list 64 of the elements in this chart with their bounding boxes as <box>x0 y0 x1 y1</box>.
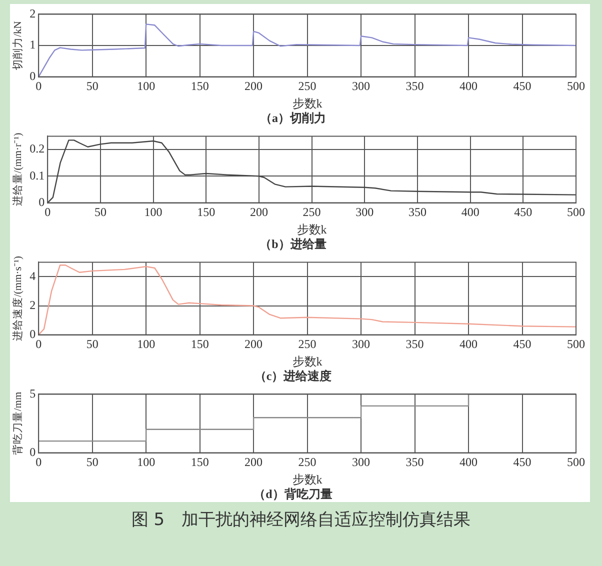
x-tick-label: 50 <box>86 79 98 94</box>
x-tick-label: 450 <box>513 337 532 352</box>
x-tick-label: 500 <box>567 79 585 94</box>
x-tick-label: 150 <box>190 79 209 94</box>
x-tick-label: 450 <box>514 205 532 220</box>
x-tick-label: 400 <box>460 337 478 352</box>
text: （b）进给量 <box>260 236 326 251</box>
x-axis-title: 步数k <box>292 354 322 369</box>
y-tick-label: 0 <box>30 444 36 459</box>
y-tick-label: 1 <box>30 38 36 52</box>
x-tick-label: 250 <box>302 205 321 220</box>
x-tick-label: 100 <box>137 455 156 470</box>
x-tick-label: 150 <box>190 455 209 470</box>
x-tick-label: 50 <box>86 337 98 352</box>
y-tick-label: 0 <box>30 326 36 341</box>
text: （c）进给速度 <box>254 368 332 383</box>
x-tick-label: 350 <box>406 455 424 470</box>
y-axis-title: 进给速度/(mm·s⁻¹) <box>11 256 24 341</box>
x-tick-label: 250 <box>298 455 316 470</box>
y-tick-label: 0 <box>38 194 45 209</box>
x-tick-label: 200 <box>244 455 263 470</box>
y-tick-label: 0.1 <box>30 168 45 182</box>
x-tick-label: 300 <box>356 205 374 220</box>
y-axis-title: 切削力/kN <box>11 20 24 70</box>
x-axis-title: 步数k <box>292 472 322 487</box>
y-tick-label: 0.2 <box>30 142 45 156</box>
x-tick-label: 50 <box>94 205 106 220</box>
y-tick-label: 2 <box>30 298 36 312</box>
x-tick-label: 400 <box>461 205 480 220</box>
y-axis-title: 背吃刀量/mm <box>11 392 24 456</box>
text: （d）背吃刀量 <box>254 486 332 501</box>
y-tick-label: 0 <box>30 68 36 83</box>
caption: 图 5 加干扰的神经网络自适应控制仿真结果 <box>130 509 472 531</box>
x-tick-label: 350 <box>408 205 426 220</box>
x-tick-label: 200 <box>244 79 263 94</box>
x-tick-label: 150 <box>190 337 209 352</box>
x-tick-label: 500 <box>567 337 585 352</box>
x-tick-label: 350 <box>406 337 424 352</box>
x-axis-title: 步数k <box>292 96 322 111</box>
x-tick-label: 300 <box>352 337 370 352</box>
x-tick-label: 500 <box>567 205 585 220</box>
x-tick-label: 400 <box>460 455 478 470</box>
x-axis-title: 步数k <box>296 222 327 237</box>
y-tick-label: 5 <box>30 386 36 400</box>
y-tick-label: 2 <box>30 6 36 20</box>
x-tick-label: 100 <box>144 205 162 220</box>
y-tick-label: 4 <box>30 268 36 283</box>
x-tick-label: 100 <box>137 79 156 94</box>
y-axis-title: 进给量/(mm·r⁻¹) <box>11 132 24 206</box>
x-tick-label: 400 <box>460 79 478 94</box>
x-tick-label: 450 <box>513 79 532 94</box>
x-tick-label: 450 <box>513 455 532 470</box>
text: （a）切削力 <box>260 110 326 125</box>
x-tick-label: 200 <box>250 205 268 220</box>
x-tick-label: 250 <box>298 79 316 94</box>
x-tick-label: 50 <box>86 455 98 470</box>
x-tick-label: 100 <box>137 337 156 352</box>
x-tick-label: 500 <box>567 455 585 470</box>
x-tick-label: 300 <box>352 79 370 94</box>
x-tick-label: 300 <box>352 455 370 470</box>
x-tick-label: 150 <box>197 205 216 220</box>
x-tick-label: 200 <box>244 337 263 352</box>
x-tick-label: 250 <box>298 337 316 352</box>
x-tick-label: 350 <box>406 79 424 94</box>
